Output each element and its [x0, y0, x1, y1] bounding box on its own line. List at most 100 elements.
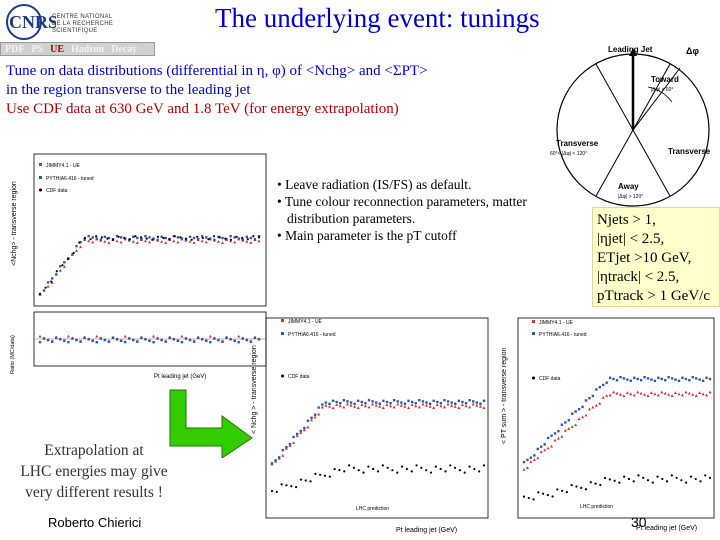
pythia-point — [608, 376, 612, 379]
svg-text:|Δφ| > 120°: |Δφ| > 120° — [618, 194, 643, 200]
pythia-ratio-point — [79, 340, 82, 343]
pythia-ratio-point — [196, 336, 200, 340]
pythia-point — [132, 235, 135, 238]
pythia-point — [378, 402, 381, 405]
pythia-point — [482, 399, 486, 402]
pythia-ratio-point — [156, 337, 159, 340]
jimmy-point — [200, 239, 204, 243]
jimmy-point — [360, 403, 364, 406]
jimmy-point — [567, 427, 571, 430]
pythia-point — [176, 236, 180, 239]
jimmy-point — [708, 390, 712, 394]
nav-item-ue[interactable]: UE — [50, 43, 65, 55]
pythia-point — [564, 421, 567, 424]
jimmy-point — [457, 406, 461, 409]
jimmy-point — [221, 241, 224, 244]
jimmy-point — [389, 404, 393, 408]
pythia-point — [306, 419, 310, 422]
data-point — [565, 491, 569, 494]
pythia-ratio-point — [221, 340, 224, 343]
data-point — [190, 238, 193, 241]
jimmy-point — [403, 405, 407, 408]
pythia-point — [123, 237, 127, 240]
pythia-ratio-point — [160, 338, 163, 342]
pythia-point — [708, 377, 712, 381]
pythia-point — [249, 236, 253, 240]
nav-item-ps[interactable]: PS — [31, 43, 44, 55]
page-number: 30 — [631, 514, 647, 530]
data-point — [425, 469, 428, 472]
pythia-point — [681, 376, 684, 379]
cnrs-logo-text: CENTRE NATIONAL DE LA RECHERCHE SCIENTIF… — [52, 14, 114, 34]
data-point — [575, 485, 578, 488]
pythia-point — [674, 378, 677, 381]
pythia-point — [698, 378, 701, 381]
jimmy-point — [594, 403, 598, 407]
data-point — [680, 479, 683, 482]
pythia-ratio-point — [184, 337, 188, 340]
pythia-point — [46, 281, 50, 284]
pythia-ratio-point — [132, 338, 135, 342]
jimmy-point — [601, 395, 605, 399]
data-point — [699, 480, 702, 483]
pythia-point — [292, 435, 295, 439]
jimmy-point — [636, 390, 640, 394]
jimmy-point — [680, 393, 684, 397]
data-point — [556, 488, 559, 491]
jimmy-ratio-point — [95, 334, 99, 338]
svg-text:CNRS: CNRS — [9, 12, 56, 32]
svg-text:< PT sum > - transverse region: < PT sum > - transverse region — [501, 348, 508, 444]
pythia-ratio-point — [225, 336, 228, 340]
pythia-point — [91, 236, 94, 239]
pythia-ratio-point — [42, 337, 46, 340]
data-point — [482, 464, 486, 467]
jimmy-point — [536, 456, 540, 460]
pythia-point — [274, 459, 277, 462]
data-point — [294, 486, 298, 489]
pythia-ratio-point — [148, 339, 151, 342]
jimmy-point — [324, 403, 328, 407]
jimmy-ratio-point — [152, 334, 156, 338]
data-point — [689, 475, 693, 478]
pythia-point — [705, 376, 708, 379]
data-point — [468, 465, 471, 468]
pythia-point — [605, 381, 608, 384]
data-point — [449, 464, 452, 467]
data-point — [229, 238, 233, 241]
jimmy-ratio-point — [237, 334, 241, 338]
nav-item-hadron[interactable]: Hadron — [71, 43, 105, 55]
jimmy-point — [371, 402, 375, 406]
pythia-point — [633, 376, 636, 379]
nav-item-pdf[interactable]: PDF — [5, 43, 25, 55]
pythia-point — [550, 434, 553, 437]
pythia-point — [281, 448, 284, 452]
jimmy-point — [216, 240, 220, 243]
data-point — [168, 238, 171, 241]
jimmy-point — [385, 403, 389, 406]
pythia-point — [63, 261, 66, 264]
nav-item-decay[interactable]: Decay — [111, 43, 138, 55]
svg-text:Toward: Toward — [651, 75, 679, 84]
data-point — [439, 467, 442, 471]
pythia-ratio-point — [241, 337, 244, 340]
data-point — [201, 236, 204, 240]
pythia-point — [577, 407, 581, 411]
data-point — [405, 467, 409, 471]
pythia-point — [602, 383, 605, 387]
jimmy-point — [649, 391, 653, 394]
jimmy-point — [701, 392, 705, 396]
pythia-ratio-point — [237, 340, 240, 344]
data-point — [685, 481, 688, 484]
pythia-ratio-point — [91, 339, 94, 342]
pythia-point — [328, 402, 331, 405]
jimmy-point — [460, 403, 464, 406]
jimmy-point — [612, 390, 616, 394]
pythia-point — [180, 237, 184, 240]
pythia-ratio-point — [192, 340, 196, 343]
data-point — [463, 471, 466, 474]
jimmy-point — [625, 391, 629, 394]
data-point — [362, 471, 365, 474]
jimmy-point — [591, 405, 595, 409]
jimmy-point — [478, 405, 482, 408]
jimmy-point — [410, 403, 414, 406]
